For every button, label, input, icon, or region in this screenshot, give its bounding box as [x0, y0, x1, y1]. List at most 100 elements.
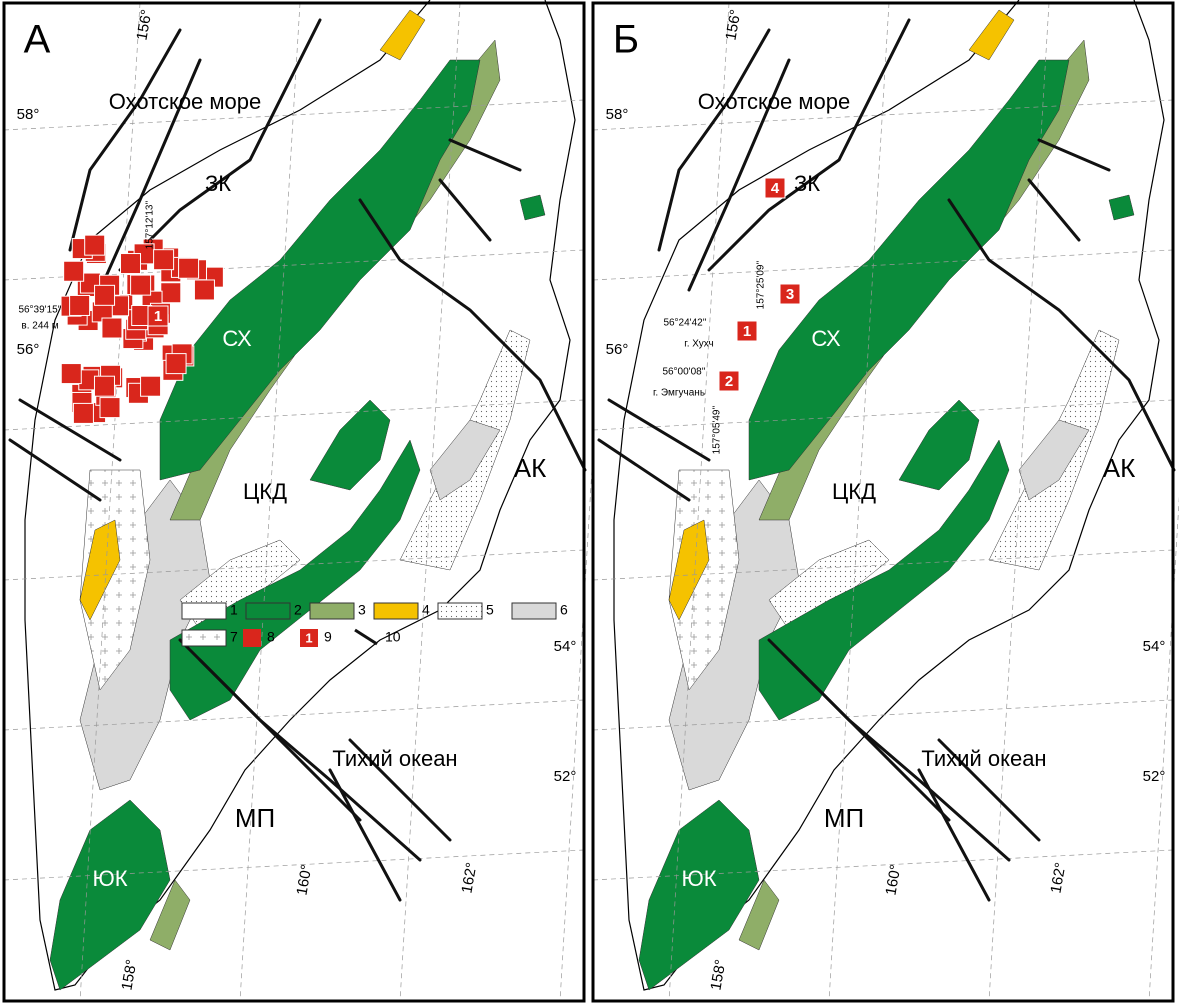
sample-site — [101, 317, 123, 339]
legend-swatch — [373, 602, 419, 620]
unit-2 — [898, 399, 980, 491]
legend-swatch — [437, 602, 483, 620]
unit-4 — [668, 519, 710, 621]
unit-4 — [968, 9, 1015, 61]
graticule — [3, 549, 585, 581]
fault — [8, 438, 102, 502]
legend: 1 2 3 4 5 67 8 1 9 10 — [181, 602, 568, 647]
fault — [438, 178, 492, 242]
fault — [348, 738, 452, 842]
sample-site — [140, 375, 162, 397]
graticule — [239, 2, 301, 1002]
graticule — [592, 699, 1174, 731]
annotation: 157°12'13'' — [145, 201, 156, 250]
fault — [98, 58, 202, 292]
fault — [707, 18, 911, 272]
graticule — [668, 2, 730, 1002]
graticule — [828, 2, 890, 1002]
fault — [947, 198, 1176, 472]
land — [613, 0, 1165, 991]
region-label: СХ — [222, 326, 252, 351]
fault — [657, 28, 771, 252]
graticule — [592, 249, 1174, 281]
legend-label: 8 — [267, 629, 275, 645]
region-label: ЮК — [92, 866, 127, 891]
site-marker — [147, 305, 169, 327]
coordinate-label: 54° — [554, 638, 577, 655]
legend-sample-number: 1 — [305, 630, 312, 645]
unit-2 — [758, 439, 1010, 721]
unit-2 — [1108, 194, 1135, 221]
site-number: 2 — [725, 373, 733, 390]
legend-swatch — [300, 629, 318, 647]
fault — [1037, 138, 1111, 172]
sample-site — [63, 260, 85, 282]
panel-frame — [591, 1, 1175, 1003]
legend-label: 10 — [385, 629, 401, 645]
graticule — [3, 699, 585, 731]
sample-site — [120, 253, 142, 275]
sample-site — [160, 282, 182, 304]
coordinate-label: 160° — [293, 863, 315, 897]
fault — [607, 398, 711, 462]
legend-label: 4 — [422, 602, 430, 618]
coordinate-label: 52° — [554, 768, 577, 785]
coordinate-label: 158° — [707, 958, 729, 992]
sample-site — [93, 375, 115, 397]
site-number: 1 — [743, 323, 751, 340]
graticule — [988, 2, 1050, 1002]
coordinate-label: 58° — [17, 106, 40, 123]
site-marker — [736, 320, 758, 342]
sample-site — [69, 294, 91, 316]
fault — [1027, 178, 1081, 242]
graticule — [399, 2, 461, 1002]
site-number: 1 — [154, 308, 162, 325]
fault — [917, 768, 991, 902]
coordinate-label: 54° — [1143, 638, 1166, 655]
unit-2 — [309, 399, 391, 491]
sample-site — [153, 249, 175, 271]
sample-site — [178, 257, 200, 279]
map-panel: Охотское море ЗК СХ АК ЦКД ВК Тихий океан МП ЮК 1… — [591, 0, 1179, 1003]
coordinate-label: 162° — [1047, 861, 1069, 895]
annotation: 157°25'09'' — [756, 261, 767, 310]
region-label: АК — [514, 453, 547, 483]
graticule — [3, 249, 585, 281]
unit-2 — [169, 439, 421, 721]
legend-swatch — [181, 629, 227, 647]
sample-site — [193, 279, 215, 301]
coordinate-label: 156° — [133, 8, 155, 42]
graticule — [592, 99, 1174, 131]
region-label: ВК — [276, 658, 304, 683]
legend-swatch — [309, 602, 355, 620]
region-label: ЦКД — [243, 479, 287, 504]
map-panel: Охотское море ЗК СХ АК ЦКД ВК Тихий океан МП ЮК 1… — [2, 0, 621, 1003]
unit-3 — [149, 879, 191, 951]
region-label: ЮК — [681, 866, 716, 891]
coordinate-label: 160° — [882, 863, 904, 897]
sample-site — [130, 274, 152, 296]
graticule — [592, 399, 1174, 431]
sample-site — [94, 284, 116, 306]
unit-2 — [638, 799, 760, 991]
fault — [937, 738, 1041, 842]
legend-swatch — [511, 602, 557, 620]
fault — [597, 438, 691, 502]
annotation: 56°00'08'' — [662, 367, 705, 378]
coordinate-label: 158° — [118, 958, 140, 992]
sample-site — [72, 402, 94, 424]
coordinate-label: 156° — [722, 8, 744, 42]
unit-2 — [748, 59, 1070, 481]
fault — [358, 198, 587, 472]
graticule — [3, 399, 585, 431]
coordinate-label: 58° — [606, 106, 629, 123]
site-marker — [718, 370, 740, 392]
legend-swatch — [245, 602, 291, 620]
annotation: г. Эмгучань — [653, 388, 705, 399]
sample-site — [165, 353, 187, 375]
site-number: 4 — [771, 180, 780, 197]
annotation: г. Хухч — [684, 339, 713, 350]
coordinate-label: 56° — [606, 341, 629, 358]
region-label: Тихий океан — [332, 746, 457, 771]
